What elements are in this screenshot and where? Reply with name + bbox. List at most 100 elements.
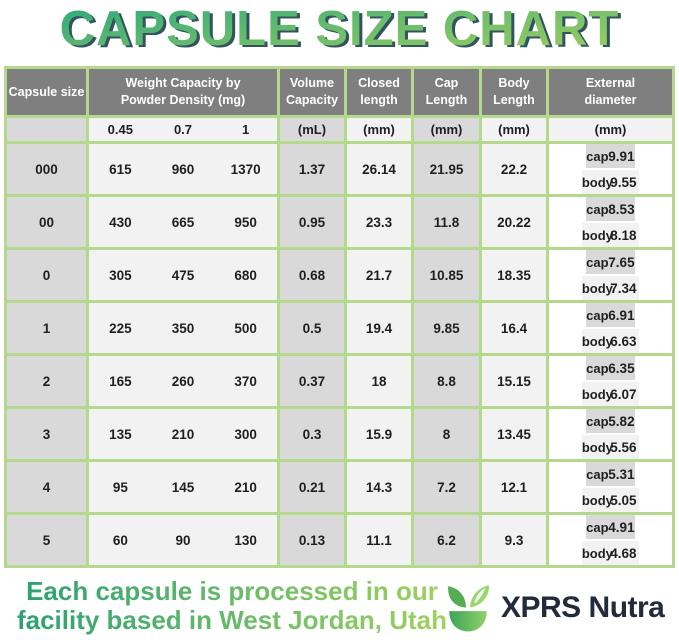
col-header-capsule-size: Capsule size bbox=[7, 69, 86, 115]
cell-cap-length: 9.85 bbox=[414, 303, 479, 353]
body-value: 8.18 bbox=[610, 227, 637, 243]
weight-1: 130 bbox=[234, 532, 257, 548]
cap-label: cap bbox=[586, 201, 609, 217]
external-cap-row: cap 4.91 bbox=[586, 515, 635, 539]
cell-closed-length: 26.14 bbox=[347, 144, 411, 194]
external-cap-row: cap 6.91 bbox=[586, 303, 635, 327]
weight-045: 165 bbox=[109, 373, 132, 389]
col-header-weight-capacity: Weight Capacity by Powder Density (mg) bbox=[89, 69, 277, 115]
cell-body-length: 20.22 bbox=[482, 197, 546, 247]
cell-body-length: 16.4 bbox=[482, 303, 546, 353]
density-07: 0.7 bbox=[173, 122, 193, 137]
density-045: 0.45 bbox=[107, 122, 133, 137]
body-label: body bbox=[581, 545, 613, 561]
col-header-external-diameter: External diameter bbox=[549, 69, 672, 115]
cell-cap-length: 8.8 bbox=[414, 356, 479, 406]
cell-volume: 0.68 bbox=[280, 250, 344, 300]
weight-045: 135 bbox=[109, 426, 132, 442]
subheader-densities: 0.45 0.7 1 bbox=[89, 118, 277, 141]
body-label: body bbox=[581, 386, 613, 402]
external-body-row: body 9.55 bbox=[581, 170, 640, 194]
cell-closed-length: 11.1 bbox=[347, 515, 411, 565]
cap-label: cap bbox=[586, 254, 609, 270]
col-header-body-length: Body Length bbox=[482, 69, 546, 115]
col-header-volume-capacity: Volume Capacity bbox=[280, 69, 344, 115]
weight-045: 305 bbox=[109, 267, 132, 283]
body-value: 5.56 bbox=[610, 439, 637, 455]
cell-weight-capacity: 615 960 1370 bbox=[89, 144, 277, 194]
cell-body-length: 13.45 bbox=[482, 409, 546, 459]
cell-weight-capacity: 305 475 680 bbox=[89, 250, 277, 300]
cell-weight-capacity: 225 350 500 bbox=[89, 303, 277, 353]
cell-volume: 1.37 bbox=[280, 144, 344, 194]
page-title-text: CAPSULE SIZE CHART bbox=[0, 1, 679, 57]
cell-cap-length: 7.2 bbox=[414, 462, 479, 512]
external-cap-row: cap 5.82 bbox=[586, 409, 635, 433]
cell-external-diameter: cap 5.82 body 5.56 bbox=[549, 409, 672, 459]
cap-value: 9.91 bbox=[608, 148, 635, 164]
cap-value: 4.91 bbox=[608, 519, 635, 535]
density-1: 1 bbox=[242, 122, 250, 137]
subheader-external-unit: (mm) bbox=[549, 118, 672, 141]
cell-volume: 0.13 bbox=[280, 515, 344, 565]
weight-07: 90 bbox=[175, 532, 191, 548]
table-row-size-3: 3 135 210 300 0.3 15.9 8 13.45 cap 5.82 … bbox=[7, 409, 672, 459]
subheader-closed-unit: (mm) bbox=[347, 118, 411, 141]
cap-label: cap bbox=[586, 519, 609, 535]
cell-weight-capacity: 60 90 130 bbox=[89, 515, 277, 565]
table-header-row: Capsule size Weight Capacity by Powder D… bbox=[7, 69, 672, 115]
leaf-bowl-icon bbox=[448, 585, 489, 632]
brand-logo: XPRS Nutra bbox=[442, 583, 665, 633]
cell-closed-length: 23.3 bbox=[347, 197, 411, 247]
external-cap-row: cap 9.91 bbox=[586, 144, 635, 168]
footer-note-line1: Each capsule is processed in our bbox=[26, 576, 438, 606]
cell-body-length: 9.3 bbox=[482, 515, 546, 565]
cap-label: cap bbox=[586, 307, 609, 323]
cell-cap-length: 21.95 bbox=[414, 144, 479, 194]
cell-cap-length: 11.8 bbox=[414, 197, 479, 247]
body-value: 7.34 bbox=[610, 280, 637, 296]
cap-value: 8.53 bbox=[608, 201, 635, 217]
cell-external-diameter: cap 8.53 body 8.18 bbox=[549, 197, 672, 247]
footer-note-line2: facility based in West Jordan, Utah bbox=[16, 605, 448, 636]
cap-value: 7.65 bbox=[608, 254, 635, 270]
page-title-shadow: CAPSULE SIZE CHART bbox=[3, 3, 679, 59]
cell-volume: 0.95 bbox=[280, 197, 344, 247]
cell-closed-length: 15.9 bbox=[347, 409, 411, 459]
cell-closed-length: 19.4 bbox=[347, 303, 411, 353]
col-header-closed-length: Closed length bbox=[347, 69, 411, 115]
weight-1: 300 bbox=[234, 426, 257, 442]
cap-value: 5.31 bbox=[608, 466, 635, 482]
table-row-size-00: 00 430 665 950 0.95 23.3 11.8 20.22 cap … bbox=[7, 197, 672, 247]
cell-cap-length: 8 bbox=[414, 409, 479, 459]
cell-capsule-size: 000 bbox=[7, 144, 86, 194]
cell-cap-length: 6.2 bbox=[414, 515, 479, 565]
table-row-size-4: 4 95 145 210 0.21 14.3 7.2 12.1 cap 5.31… bbox=[7, 462, 672, 512]
weight-07: 350 bbox=[171, 320, 195, 336]
body-label: body bbox=[581, 174, 613, 190]
cap-label: cap bbox=[586, 413, 609, 429]
cell-weight-capacity: 430 665 950 bbox=[89, 197, 277, 247]
cell-capsule-size: 00 bbox=[7, 197, 86, 247]
cell-capsule-size: 0 bbox=[7, 250, 86, 300]
cap-value: 5.82 bbox=[608, 413, 635, 429]
cell-closed-length: 14.3 bbox=[347, 462, 411, 512]
body-label: body bbox=[581, 439, 613, 455]
body-label: body bbox=[581, 333, 613, 349]
cell-capsule-size: 2 bbox=[7, 356, 86, 406]
external-body-row: body 8.18 bbox=[581, 223, 640, 247]
weight-07: 145 bbox=[171, 479, 195, 495]
cell-cap-length: 10.85 bbox=[414, 250, 479, 300]
external-body-row: body 4.68 bbox=[581, 541, 640, 565]
cell-capsule-size: 1 bbox=[7, 303, 86, 353]
weight-07: 960 bbox=[171, 161, 195, 177]
cell-volume: 0.3 bbox=[280, 409, 344, 459]
external-body-row: body 7.34 bbox=[581, 276, 640, 300]
cell-external-diameter: cap 4.91 body 4.68 bbox=[549, 515, 672, 565]
cell-external-diameter: cap 6.35 body 6.07 bbox=[549, 356, 672, 406]
cap-value: 6.35 bbox=[608, 360, 635, 376]
table-row-size-000: 000 615 960 1370 1.37 26.14 21.95 22.2 c… bbox=[7, 144, 672, 194]
cell-weight-capacity: 135 210 300 bbox=[89, 409, 277, 459]
cell-external-diameter: cap 7.65 body 7.34 bbox=[549, 250, 672, 300]
subheader-volume-unit: (mL) bbox=[280, 118, 344, 141]
